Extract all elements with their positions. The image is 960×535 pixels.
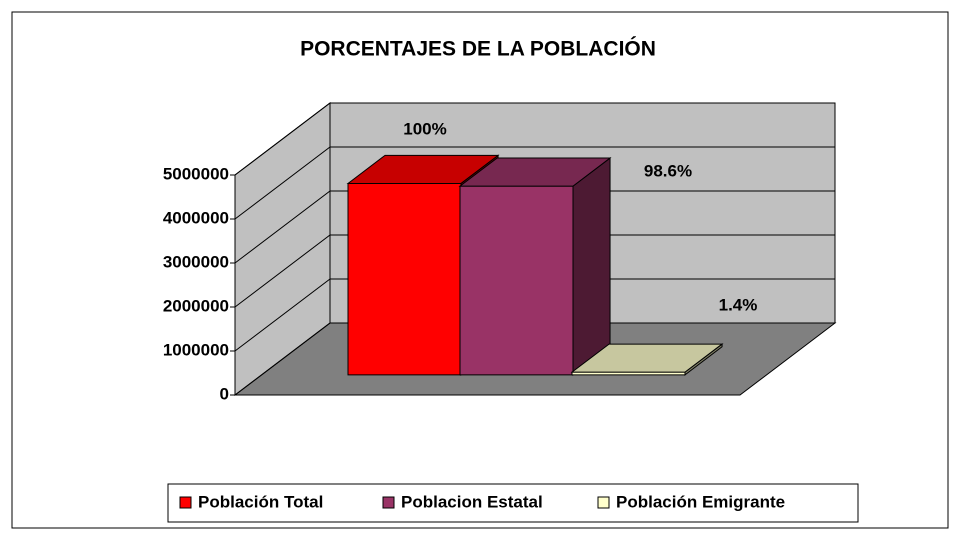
data-label: 100% xyxy=(403,119,446,138)
legend-label: Población Emigrante xyxy=(616,492,785,511)
legend-swatch xyxy=(597,496,610,509)
y-tick-label: 1000000 xyxy=(163,340,229,359)
chart-title: PORCENTAJES DE LA POBLACIÓN xyxy=(300,37,656,61)
grid-line xyxy=(234,234,835,308)
legend xyxy=(167,483,859,523)
legend-swatch xyxy=(382,496,395,509)
bar-top xyxy=(346,154,500,184)
bar-front xyxy=(347,182,462,376)
data-label: 98.6% xyxy=(644,161,692,180)
grid-line xyxy=(234,146,835,220)
y-tick-label: 0 xyxy=(220,384,229,403)
legend-label: Población Total xyxy=(198,492,323,511)
bar xyxy=(458,157,612,376)
grid-line xyxy=(234,278,835,352)
legend-label: Poblacion Estatal xyxy=(401,492,543,511)
data-label: 1.4% xyxy=(719,295,758,314)
legend-swatch xyxy=(179,496,192,509)
grid-line xyxy=(234,322,835,396)
grid-line xyxy=(234,102,835,176)
y-tick-label: 3000000 xyxy=(163,252,229,271)
bar-top xyxy=(570,343,724,373)
bar-side xyxy=(572,157,611,376)
bar-top xyxy=(458,157,612,187)
grid-line xyxy=(234,190,835,264)
y-tick-label: 5000000 xyxy=(163,164,229,183)
y-tick-label: 2000000 xyxy=(163,296,229,315)
bar-front xyxy=(459,185,574,376)
bar xyxy=(570,343,724,376)
y-tick-label: 4000000 xyxy=(163,208,229,227)
